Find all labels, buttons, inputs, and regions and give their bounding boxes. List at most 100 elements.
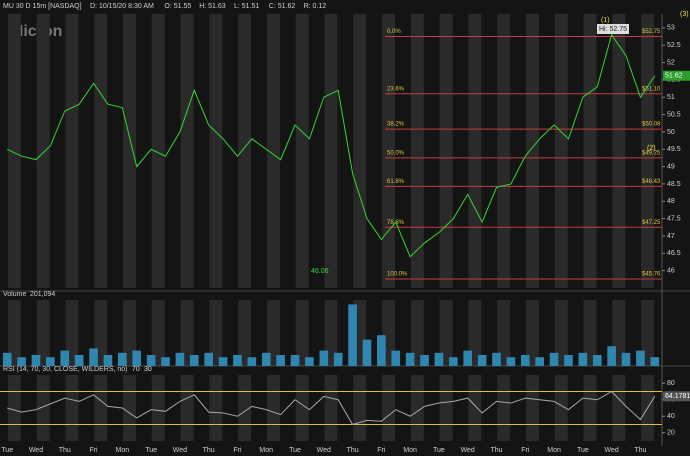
bar <box>2 352 12 366</box>
x-tick-label: Wed <box>461 447 475 454</box>
session-stripe <box>36 14 50 288</box>
header-field: C: 51.62 <box>269 3 296 10</box>
bar <box>520 355 530 366</box>
session-stripe <box>94 14 108 288</box>
annotation: (2) <box>647 145 656 152</box>
bar <box>305 357 314 366</box>
bar <box>146 355 156 366</box>
session-stripe <box>468 14 482 288</box>
bar <box>175 352 185 366</box>
line <box>6 33 656 258</box>
session-stripe <box>468 300 482 366</box>
bar <box>535 357 544 366</box>
session-stripe <box>526 300 539 366</box>
bar <box>118 352 127 366</box>
fib-value-label: $47.25 <box>642 220 661 226</box>
bar <box>650 357 660 366</box>
session-stripe <box>410 14 424 288</box>
rsi-level-box: 70 <box>132 366 140 373</box>
session-stripe <box>526 375 539 441</box>
bar <box>607 346 616 366</box>
session-stripe <box>295 300 309 366</box>
bar <box>204 352 213 366</box>
session-stripe <box>7 375 21 441</box>
x-tick-label: Wed <box>173 447 187 454</box>
bar <box>578 352 588 366</box>
x-tick-label: Wed <box>29 447 43 454</box>
session-stripe <box>497 300 511 366</box>
session-stripe <box>295 14 309 288</box>
x-tick-label: Fri <box>233 447 242 454</box>
session-stripe <box>554 14 568 288</box>
fib-value-label: $48.43 <box>642 179 661 185</box>
bar <box>636 350 645 366</box>
panel-subtitle: 201,094 <box>30 291 55 298</box>
x-tick-label: Tue <box>145 447 157 454</box>
bar <box>362 339 372 366</box>
fib-label: 38.2% <box>387 122 405 128</box>
bar <box>348 304 357 366</box>
session-stripe <box>209 14 223 288</box>
session-stripe <box>180 375 194 441</box>
symbol: MU 30 D 15m [NASDAQ] <box>3 3 82 10</box>
session-stripe <box>353 375 367 441</box>
bar <box>60 350 70 366</box>
session-stripe <box>180 300 194 366</box>
x-tick-label: Tue <box>1 447 13 454</box>
fib-label: 100.0% <box>387 272 408 278</box>
fib-value-label: $52.75 <box>642 29 661 35</box>
y-tick-label: 47.5 <box>667 215 681 222</box>
bar <box>161 357 170 366</box>
y-tick-label: 48.5 <box>667 181 681 188</box>
session-stripe <box>123 375 136 441</box>
x-tick-label: Wed <box>604 447 618 454</box>
fib-label: 23.6% <box>387 86 405 92</box>
bar <box>276 355 285 366</box>
session-stripe <box>583 14 597 288</box>
session-stripe <box>353 14 367 288</box>
session-stripe <box>65 300 79 366</box>
x-tick-label: Mon <box>403 447 417 454</box>
line <box>7 390 656 426</box>
fib-value-label: $45.76 <box>642 272 661 278</box>
session-stripe <box>324 300 338 366</box>
y-tick-label: 46 <box>667 268 675 275</box>
rsi-level-box: 30 <box>144 366 152 373</box>
bar <box>103 355 113 366</box>
session-stripe <box>123 300 136 366</box>
y-tick-label: 51 <box>667 94 675 101</box>
bar <box>621 352 631 366</box>
session-stripe <box>151 14 165 288</box>
session-stripe <box>324 14 338 288</box>
bar <box>132 350 142 366</box>
session-stripe <box>554 300 568 366</box>
session-stripe <box>439 14 453 288</box>
x-tick-label: Thu <box>59 447 71 454</box>
session-stripe <box>180 14 194 288</box>
session-stripe <box>266 14 280 288</box>
header-field: H: 51.63 <box>199 3 226 10</box>
last-value-box <box>663 70 690 81</box>
session-stripe <box>410 300 424 366</box>
x-tick-label: Mon <box>259 447 273 454</box>
y-tick-label: 46.5 <box>667 250 681 257</box>
bar <box>290 355 300 366</box>
fib-value-label: $49.25 <box>642 151 661 157</box>
session-stripe <box>151 375 165 441</box>
session-stripe <box>266 300 280 366</box>
bar <box>405 352 415 366</box>
fib-value-label: $51.10 <box>642 86 661 92</box>
session-stripe <box>266 375 280 441</box>
x-tick-label: Mon <box>116 447 130 454</box>
session-stripe <box>36 375 50 441</box>
bar <box>564 355 573 366</box>
bar <box>218 357 228 366</box>
x-tick-label: Tue <box>289 447 301 454</box>
annotation: 46.06 <box>311 268 329 275</box>
session-stripe <box>209 375 223 441</box>
session-stripe <box>497 14 511 288</box>
session-stripe <box>151 300 165 366</box>
session-stripe <box>382 375 396 441</box>
x-tick-label: Tue <box>433 447 445 454</box>
y-tick-label: 50 <box>667 129 675 136</box>
